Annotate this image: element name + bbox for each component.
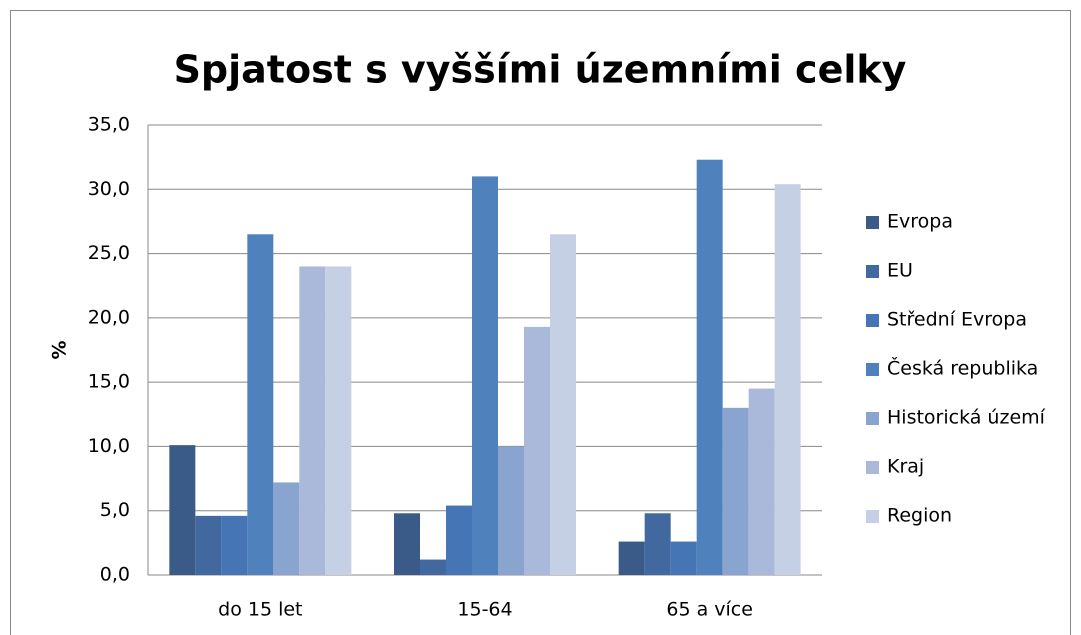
bar bbox=[446, 505, 473, 575]
legend-swatch bbox=[866, 265, 879, 278]
legend-swatch bbox=[866, 461, 879, 474]
y-tick-label: 20,0 bbox=[88, 306, 130, 328]
bar bbox=[748, 388, 775, 575]
bar bbox=[299, 266, 326, 575]
bar bbox=[644, 513, 671, 575]
bar bbox=[549, 234, 576, 576]
x-tick-label: 65 a více bbox=[666, 599, 753, 621]
bar bbox=[696, 159, 723, 575]
y-tick-label: 0,0 bbox=[100, 564, 130, 586]
legend-label: Evropa bbox=[887, 211, 953, 233]
bar bbox=[472, 176, 498, 575]
bar bbox=[273, 482, 300, 575]
bar bbox=[247, 234, 274, 576]
legend-label: Kraj bbox=[887, 456, 924, 478]
bar bbox=[670, 541, 697, 575]
bar bbox=[722, 407, 749, 575]
legend-swatch bbox=[866, 216, 879, 229]
legend-label: Střední Evropa bbox=[887, 309, 1027, 331]
y-tick-label: 25,0 bbox=[88, 242, 130, 264]
x-tick-label: do 15 let bbox=[218, 599, 302, 621]
bar bbox=[523, 326, 550, 575]
legend-label: Česká republika bbox=[887, 356, 1038, 380]
legend-swatch bbox=[866, 510, 879, 523]
bar bbox=[221, 515, 248, 575]
bar bbox=[195, 515, 222, 575]
bar bbox=[774, 184, 801, 575]
legend-swatch bbox=[866, 314, 879, 327]
y-tick-label: 5,0 bbox=[100, 499, 130, 521]
bar bbox=[325, 266, 352, 575]
legend-label: Historická území bbox=[887, 407, 1046, 429]
legend-label: EU bbox=[887, 260, 913, 282]
y-axis-label: % bbox=[49, 340, 71, 359]
bar bbox=[497, 446, 524, 575]
bar bbox=[618, 541, 645, 575]
chart-title: Spjatost s vyššími územními celky bbox=[174, 48, 907, 92]
y-tick-label: 35,0 bbox=[88, 114, 130, 136]
y-tick-label: 30,0 bbox=[88, 178, 130, 200]
legend-swatch bbox=[866, 412, 879, 425]
bar bbox=[420, 559, 447, 575]
x-tick-label: 15-64 bbox=[457, 599, 512, 621]
legend-swatch bbox=[866, 363, 879, 376]
y-tick-label: 15,0 bbox=[88, 371, 130, 393]
bar bbox=[169, 445, 196, 575]
y-tick-label: 10,0 bbox=[88, 435, 130, 457]
legend-label: Region bbox=[887, 505, 952, 527]
bar bbox=[394, 513, 421, 575]
